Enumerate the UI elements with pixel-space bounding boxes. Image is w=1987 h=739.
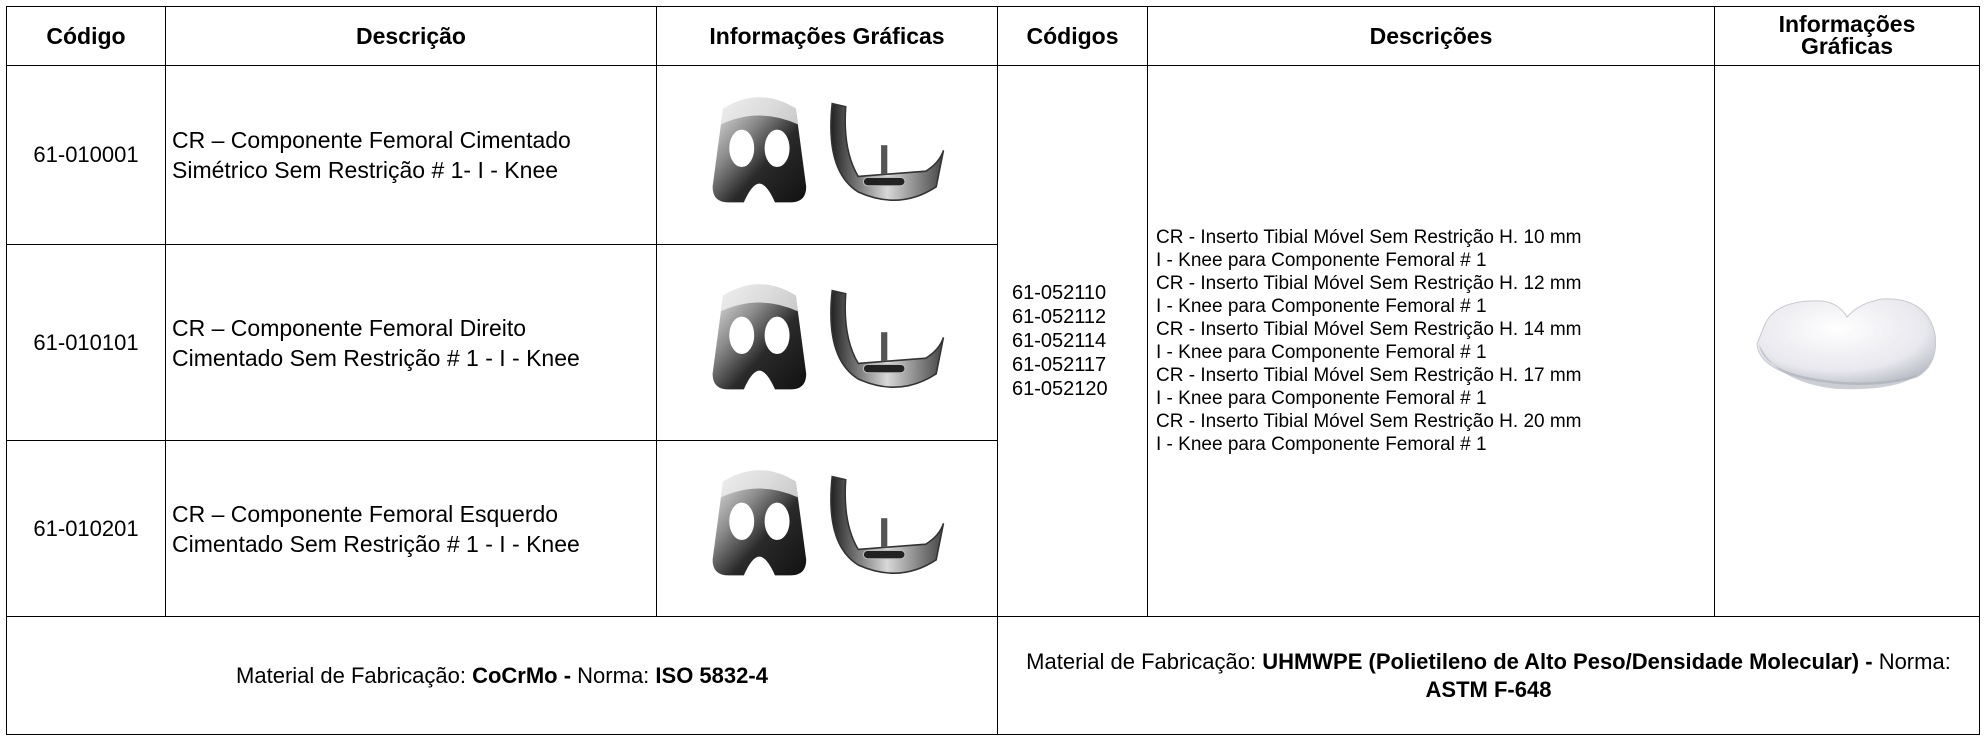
label: Material de Fabricação: (236, 662, 466, 688)
codes: 61-052110 61-052112 61-052114 61-052117 … (997, 65, 1148, 617)
line: I - Knee para Componente Femoral # 1 (1156, 250, 1487, 271)
description: CR – Componente Femoral Direito Cimentado… (165, 244, 657, 441)
code: 61-052120 (1012, 378, 1108, 400)
header-cell: Descrição (165, 6, 657, 66)
image-cell (656, 65, 998, 245)
header-row: Código Descrição Informações Gráficas Có… (6, 6, 1980, 66)
line: CR – Componente Femoral Direito (172, 314, 527, 341)
norm: ISO 5832-4 (655, 662, 768, 688)
line: I - Knee para Componente Femoral # 1 (1156, 342, 1487, 363)
code: 61-010001 (6, 65, 166, 245)
code: 61-052110 (1012, 282, 1107, 304)
line: CR - Inserto Tibial Móvel Sem Restrição … (1156, 365, 1582, 386)
line: I - Knee para Componente Femoral # 1 (1156, 434, 1487, 455)
image-cell (1714, 65, 1980, 617)
line: I - Knee para Componente Femoral # 1 (1156, 388, 1487, 409)
descriptions: CR - Inserto Tibial Móvel Sem Restrição … (1147, 65, 1715, 617)
code: 61-010101 (6, 244, 166, 441)
line: CR – Componente Femoral Esquerdo (172, 500, 559, 527)
product-table: Código Descrição Informações Gráficas Có… (6, 6, 1980, 735)
femoral-image (711, 283, 945, 391)
label: Norma: (1878, 648, 1951, 674)
material: CoCrMo - (472, 662, 572, 688)
header-cell: Informações Gráficas (656, 6, 998, 66)
code: 61-052112 (1012, 306, 1107, 328)
line: Cimentado Sem Restrição # 1 - I - Knee (172, 530, 580, 557)
line: CR - Inserto Tibial Móvel Sem Restrição … (1156, 411, 1582, 432)
image-cell (656, 244, 998, 441)
header-cell: Descrições (1147, 6, 1715, 66)
insert-image (1756, 297, 1937, 389)
femoral-image (711, 469, 945, 577)
description: CR – Componente Femoral Esquerdo Cimentad… (165, 440, 657, 617)
line: CR - Inserto Tibial Móvel Sem Restrição … (1156, 227, 1582, 248)
row: 61-010001 CR – Componente Femoral Ciment… (6, 65, 1980, 617)
line: Simétrico Sem Restrição # 1- I - Knee (172, 157, 559, 183)
norm: ASTM F-648 (1425, 676, 1552, 702)
label: Material de Fabricação: (1026, 648, 1257, 674)
description: CR – Componente Femoral Cimentado Simétri… (165, 65, 657, 245)
footer-left: Material de Fabricação: CoCrMo - Norma: … (6, 616, 998, 735)
line: CR - Inserto Tibial Móvel Sem Restrição … (1156, 319, 1582, 340)
line: CR – Componente Femoral Cimentado (172, 127, 571, 153)
line: I - Knee para Componente Femoral # 1 (1156, 296, 1487, 317)
label: Norma: (577, 662, 650, 688)
line: CR - Inserto Tibial Móvel Sem Restrição … (1156, 273, 1582, 294)
row: 61-010101 CR – Componente Femoral Direit… (6, 244, 1980, 441)
image-cell (656, 440, 998, 617)
header-text: Informações Gráficas (1778, 10, 1916, 59)
footer-row: Material de Fabricação: CoCrMo - Norma: … (6, 616, 1980, 735)
header-cell: Códigos (997, 6, 1148, 66)
code: 61-010201 (6, 440, 166, 617)
header-cell: Código (6, 6, 166, 66)
femoral-image (711, 96, 945, 203)
footer-right: Material de Fabricação: UHMWPE (Polietil… (997, 616, 1980, 735)
header-cell: Informações Gráficas (1714, 6, 1980, 66)
line: Cimentado Sem Restrição # 1 - I - Knee (172, 344, 580, 371)
code: 61-052117 (1012, 354, 1107, 376)
code: 61-052114 (1012, 330, 1107, 352)
material: UHMWPE (Polietileno de Alto Peso/Densida… (1262, 648, 1873, 674)
